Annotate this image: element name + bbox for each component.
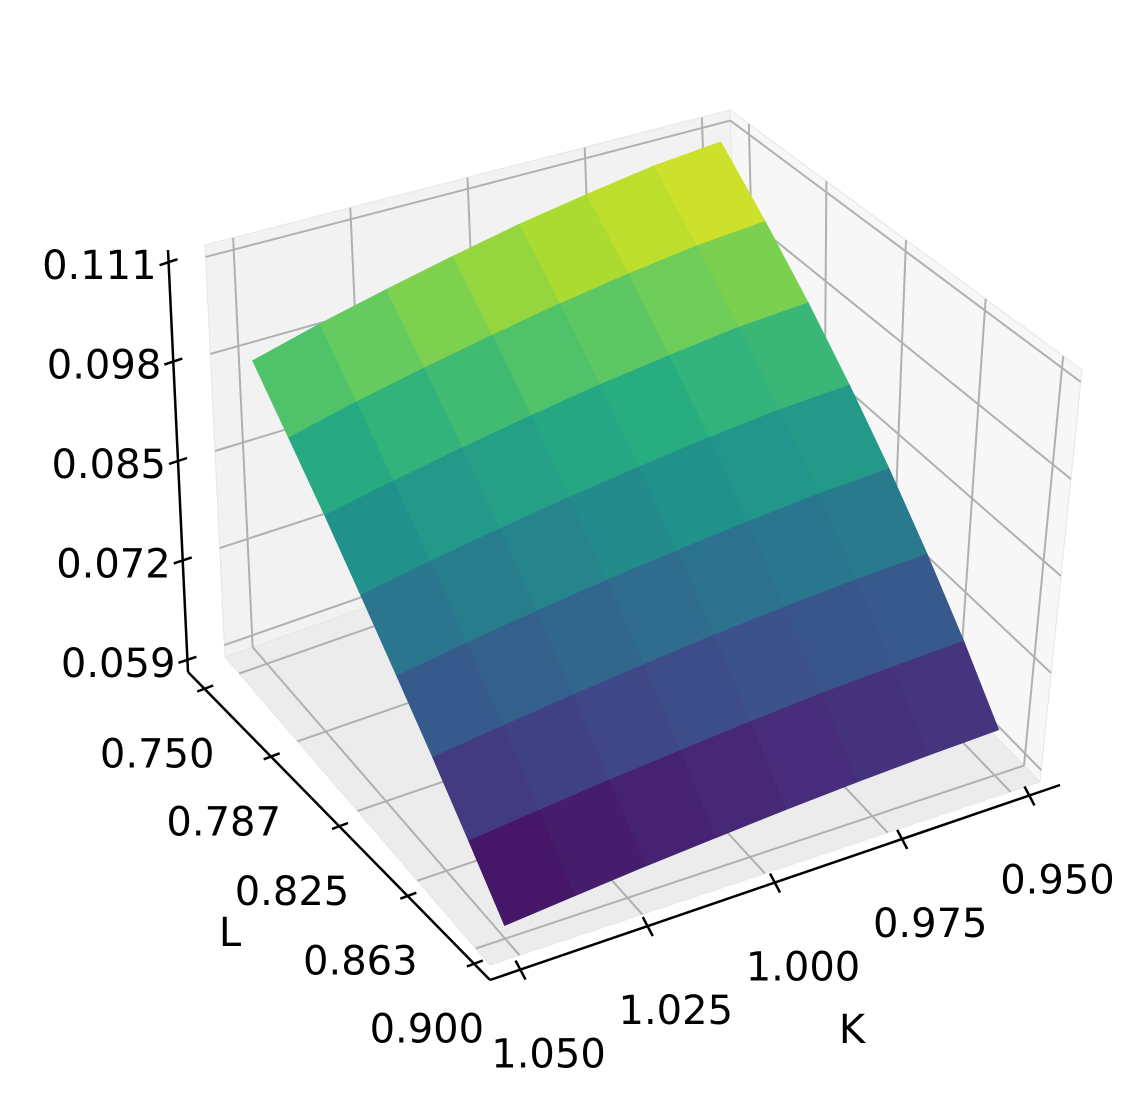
grid-line [729,119,1082,383]
z-tick-label: 0.111 [42,243,157,289]
x-tick-label: 1.025 [619,988,734,1034]
y-tick [196,684,214,693]
x-tick-label: 1.000 [746,945,861,991]
z-tick [178,655,197,664]
x-tick [1023,785,1036,807]
x-tick [768,872,782,894]
z-tick-label: 0.098 [47,343,162,389]
z-tick [173,556,193,565]
y-axis-label: L [219,910,242,956]
z-tick-label: 0.059 [61,641,176,687]
y-tick-label: 0.750 [100,732,215,778]
y-tick [331,821,349,831]
y-tick-label: 0.825 [235,869,350,915]
grid-line [732,205,1072,480]
y-tick [399,891,417,900]
x-tick [514,959,527,981]
z-tick [163,357,183,366]
x-tick-label: 0.975 [873,901,988,947]
y-tick-label: 0.863 [303,939,418,985]
z-tick-label: 0.085 [51,442,166,488]
y-tick-label: 0.900 [370,1007,485,1053]
y-tick [263,752,281,761]
x-tick [896,829,909,850]
x-tick [641,916,654,937]
x-axis-label: K [839,1007,867,1053]
x-tick-label: 1.050 [491,1032,606,1078]
y-tick [466,959,484,968]
z-tick [159,258,178,267]
z-tick [168,456,188,466]
surface-face [468,809,576,927]
z-tick-label: 0.072 [56,541,171,587]
x-tick-label: 0.950 [1000,857,1115,903]
grid-line [205,119,731,258]
grid-line [475,764,1025,950]
y-tick-label: 0.787 [166,799,281,845]
